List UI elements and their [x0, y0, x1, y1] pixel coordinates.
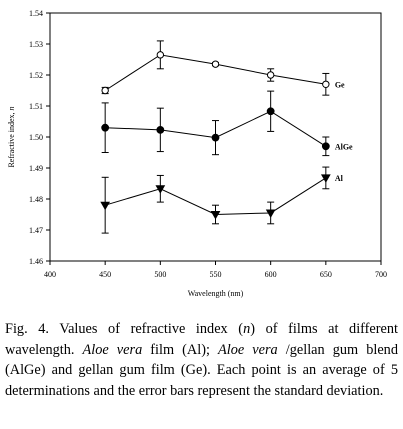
refractive-index-chart: 400 450 500 550 600 650 700 1.46 1.47 1.48 1.49 1.5… — [7, 9, 387, 298]
y-tick-label: 1.47 — [29, 226, 43, 235]
y-tick-label: 1.51 — [29, 102, 43, 111]
caption-n-symbol: n — [243, 321, 251, 337]
caption-aloe-vera-2: Aloe vera — [218, 341, 278, 358]
data-point — [101, 86, 109, 95]
data-point — [156, 125, 165, 134]
data-point — [156, 51, 165, 59]
caption-text-3: film (Al); — [142, 341, 219, 358]
data-point — [266, 107, 275, 116]
caption-aloe-vera-1: Aloe vera — [82, 341, 143, 358]
figure: 400 450 500 550 600 650 700 1.46 1.47 1.48 1.49 1.5… — [7, 9, 387, 298]
data-point — [320, 174, 331, 183]
y-tick-label: 1.52 — [29, 71, 43, 80]
series-line-ge — [104, 54, 326, 91]
x-tick-label: 600 — [265, 270, 277, 279]
figure-caption: Fig. 4. Values of refractive index (n) o… — [5, 319, 398, 401]
data-point — [210, 211, 221, 220]
caption-text-1: Values of refractive index ( — [48, 321, 244, 337]
y-tick-label: 1.48 — [29, 195, 43, 204]
data-point — [322, 80, 330, 89]
x-tick-label: 550 — [210, 270, 222, 279]
caption-text-4: /gellan gum blend (AlGe) and gellan gum … — [5, 341, 398, 399]
data-point — [100, 201, 111, 211]
x-axis-label: Wavelength (nm) — [188, 289, 244, 298]
y-axis-label: Refractive index, n — [7, 106, 16, 167]
data-point — [211, 133, 220, 142]
series-label-al: Al — [335, 174, 344, 183]
y-tick-label: 1.49 — [29, 164, 43, 173]
x-tick-label: 450 — [99, 270, 111, 279]
x-tick-label: 700 — [375, 270, 387, 279]
data-point — [211, 60, 220, 68]
series-ge: Ge — [101, 40, 345, 96]
caption-fig-label: Fig. 4. — [5, 321, 49, 337]
y-tick-label: 1.50 — [29, 133, 43, 142]
y-tick-label: 1.54 — [29, 9, 43, 18]
caption-text-2: ) of films at different wavelength. — [5, 321, 398, 358]
x-tick-label: 400 — [44, 270, 56, 279]
data-point — [266, 71, 275, 79]
y-tick-label: 1.53 — [29, 40, 43, 49]
series-label-ge: Ge — [335, 80, 345, 89]
series-label-alge: AlGe — [335, 142, 353, 151]
x-tick-label: 500 — [154, 270, 166, 279]
data-point — [155, 185, 166, 194]
data-point — [321, 142, 330, 151]
series-al: Al — [100, 166, 344, 234]
y-tick-label: 1.46 — [29, 257, 43, 266]
data-point — [265, 209, 276, 218]
x-tick-label: 650 — [320, 270, 332, 279]
data-point — [101, 123, 110, 132]
series-alge: AlGe — [101, 90, 353, 157]
